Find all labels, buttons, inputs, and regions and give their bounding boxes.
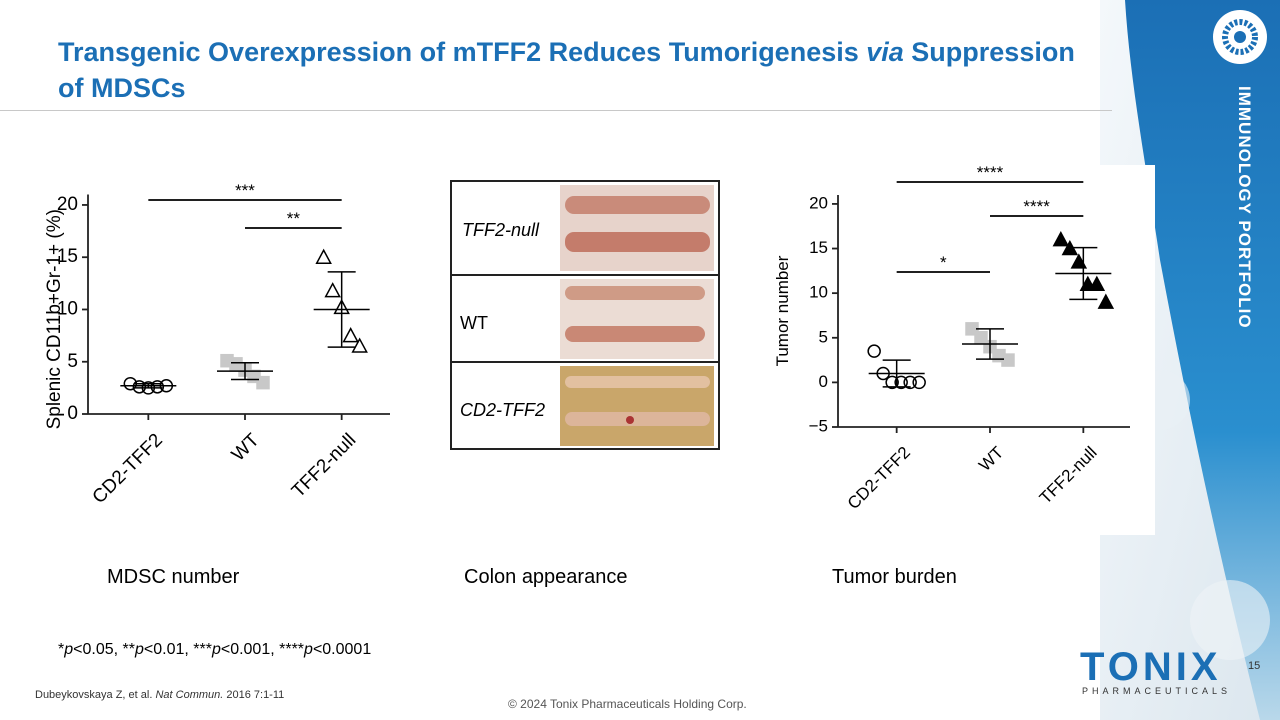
significance-label: * <box>940 253 947 272</box>
data-point <box>342 327 359 343</box>
citation: Dubeykovskaya Z, et al. Nat Commun. 2016… <box>35 689 284 701</box>
y-tick-label: 5 <box>819 327 828 346</box>
data-point <box>1001 353 1015 367</box>
data-point <box>1070 253 1088 269</box>
title-text: via <box>866 37 904 67</box>
data-point <box>912 375 926 390</box>
data-point <box>1097 293 1115 309</box>
sd-bar <box>327 271 356 348</box>
data-point <box>903 375 917 390</box>
x-tick-label: TFF2-null <box>1036 443 1101 508</box>
footnote-text: p <box>134 641 144 658</box>
sd-bar <box>134 382 163 389</box>
data-point <box>351 337 368 353</box>
sd-bar <box>882 359 911 388</box>
data-point <box>894 375 908 390</box>
y-tick-label: 15 <box>809 238 828 257</box>
title-text: Suppression of MDSCs <box>58 37 1075 103</box>
footnote-text: p <box>64 641 74 658</box>
data-point <box>256 375 270 390</box>
panel-row-label: TFF2-null <box>462 220 540 240</box>
data-point <box>150 380 165 394</box>
data-point <box>132 380 147 394</box>
x-tick-label: WT <box>228 429 264 465</box>
citation-text: 2016 7:1-11 <box>223 689 285 701</box>
y-tick-label: 0 <box>819 372 828 391</box>
panel-row-label: CD2-TFF2 <box>460 400 545 420</box>
significance-label: *** <box>235 181 255 200</box>
footnote-text: <0.001, **** <box>220 641 305 658</box>
sd-bar <box>976 328 1004 360</box>
significance-label: **** <box>1023 197 1050 216</box>
sd-bar <box>231 362 259 381</box>
citation-text: Dubeykovskaya Z, et al. <box>35 689 156 701</box>
y-axis-label: Splenic CD11b+Gr-1+ (%) <box>44 209 65 429</box>
significance-label: **** <box>977 165 1004 182</box>
citation-text: Nat Commun. <box>155 689 224 701</box>
x-tick-label: WT <box>975 443 1007 475</box>
x-tick-label: CD2-TFF2 <box>844 443 914 513</box>
caption: Colon appearance <box>464 566 628 588</box>
footnote-text: <0.01, *** <box>143 641 212 658</box>
data-point <box>1052 231 1070 247</box>
title-rule <box>0 110 1112 111</box>
footnote: *p<0.05, **p<0.01, ***p<0.001, ****p<0.0… <box>58 641 371 659</box>
colon-photo-panel <box>450 180 720 450</box>
copyright: © 2024 Tonix Pharmaceuticals Holding Cor… <box>508 697 747 711</box>
data-point <box>324 282 341 298</box>
caption: Tumor burden <box>832 566 957 588</box>
logo-name: TONIX <box>1080 645 1222 689</box>
y-tick-label: −5 <box>809 416 828 435</box>
logo-sub: PHARMACEUTICALS <box>1082 686 1232 696</box>
data-point <box>1088 275 1106 291</box>
footnote-text: p <box>211 641 221 658</box>
y-tick-label: 5 <box>67 351 78 372</box>
x-tick-label: CD2-TFF2 <box>89 430 167 508</box>
sd-bar <box>1069 246 1098 301</box>
chart: −5 0 5 10 15 20 Tumor number CD2-TFF2 WT TFF2-nul… <box>760 165 1155 535</box>
title-text: Transgenic Overexpression of mTFF2 Reduc… <box>58 37 867 67</box>
data-point <box>867 344 881 358</box>
significance-label: ** <box>287 209 301 228</box>
data-point <box>315 248 332 264</box>
side-label: IMMUNOLOGY PORTFOLIO <box>1235 86 1254 329</box>
y-tick-label: 10 <box>57 298 78 319</box>
y-tick-label: 0 <box>67 403 78 424</box>
y-tick-label: 20 <box>57 194 78 215</box>
y-axis-label: Tumor number <box>773 255 792 366</box>
side-decoration <box>1100 0 1280 720</box>
y-tick-label: 10 <box>809 283 828 302</box>
footnote-text: <0.05, ** <box>73 641 135 658</box>
caption: MDSC number <box>107 566 240 588</box>
y-tick-label: 15 <box>57 246 78 267</box>
x-tick-label: TFF2-null <box>288 430 360 502</box>
panel-row-label: WT <box>460 313 488 333</box>
page-number: 15 <box>1248 660 1261 672</box>
y-tick-label: 20 <box>809 193 828 212</box>
slide-title: Transgenic Overexpression of mTFF2 Reduc… <box>58 34 1098 106</box>
footnote-text: <0.0001 <box>312 641 372 658</box>
footnote-text: * <box>58 641 65 658</box>
footnote-text: p <box>304 641 313 658</box>
data-point <box>885 375 899 390</box>
